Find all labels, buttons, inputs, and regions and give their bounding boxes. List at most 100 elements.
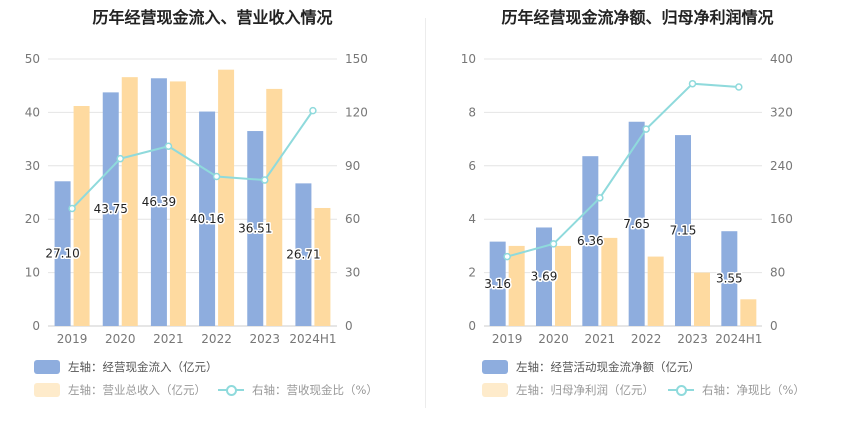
x-tick-label: 2022: [201, 332, 232, 346]
y-left-tick-label: 6: [468, 159, 476, 173]
ratio-point: [596, 194, 604, 202]
primary-bar: [199, 111, 216, 327]
secondary-bar: [169, 81, 186, 326]
bar-data-label: 3.55: [716, 272, 743, 286]
ratio-line: [71, 110, 314, 210]
y-left-tick-label: 0: [32, 319, 40, 333]
y-right-tick-label: 320: [770, 105, 793, 119]
y-left-tick-label: 20: [25, 212, 40, 226]
legend-item[interactable]: 左轴：经营现金流入（亿元）: [34, 359, 218, 375]
x-tick-label: 2021: [153, 332, 184, 346]
ratio-point: [261, 176, 269, 184]
secondary-bar: [508, 245, 525, 326]
secondary-bar: [694, 272, 710, 326]
primary-bar: [721, 231, 738, 326]
y-left-tick-label: 50: [25, 52, 40, 66]
legend-label: 左轴：经营现金流入（亿元）: [68, 360, 218, 374]
legend-item[interactable]: 右轴：净现比（%）: [668, 382, 805, 398]
y-right-tick-label: 120: [345, 105, 368, 119]
y-right-tick-label: 0: [345, 319, 353, 333]
primary-bar: [102, 92, 119, 326]
legend-item[interactable]: 左轴：营业总收入（亿元）: [34, 382, 206, 398]
bar-data-label: 3.69: [531, 270, 558, 284]
y-left-tick-label: 2: [468, 266, 476, 280]
ratio-point: [68, 204, 76, 213]
legend-row: 左轴：营业总收入（亿元） 右轴：营收现金比（%）: [0, 382, 425, 400]
y-right-tick-label: 240: [770, 159, 793, 173]
panel-divider: [425, 18, 426, 408]
primary-bar: [675, 135, 691, 326]
secondary-bar: [266, 88, 283, 327]
legend-label: 右轴：净现比（%）: [702, 383, 805, 397]
legend-label: 右轴：营收现金比（%）: [252, 383, 378, 397]
x-tick-label: 2019: [57, 332, 88, 346]
ratio-line: [506, 82, 739, 258]
bar-data-label: 7.65: [623, 217, 650, 231]
x-tick-label: 2020: [538, 332, 569, 346]
y-left-tick-label: 10: [461, 52, 476, 66]
y-left-tick-label: 30: [25, 159, 40, 173]
primary-bar: [536, 227, 552, 326]
y-left-tick-label: 40: [25, 105, 40, 119]
y-left-tick-label: 0: [468, 319, 476, 333]
y-right-tick-label: 30: [345, 266, 360, 280]
ratio-point: [116, 154, 124, 163]
bar-data-label: 26.71: [286, 248, 320, 262]
legend-row: 左轴：经营活动现金流净额（亿元）: [425, 359, 850, 377]
legend-swatch: [34, 360, 60, 374]
secondary-bar: [314, 207, 331, 326]
secondary-bar: [218, 69, 235, 327]
y-right-tick-label: 150: [345, 52, 368, 66]
y-left-tick-label: 8: [468, 105, 476, 119]
x-tick-label: 2024H1: [715, 332, 762, 346]
legend-label: 左轴：营业总收入（亿元）: [68, 383, 206, 397]
y-right-tick-label: 90: [345, 159, 360, 173]
legend-line-icon: [668, 383, 694, 397]
bar-data-label: 46.39: [142, 195, 176, 209]
ratio-point: [309, 106, 317, 115]
legend-line-icon: [218, 383, 244, 397]
legend-swatch: [482, 383, 508, 397]
left-chart-panel: 历年经营现金流入、营业收入情况 0 10 20 30 40 50 0 30 60 90 120 150…: [0, 8, 425, 400]
ratio-point: [688, 79, 697, 88]
bar-data-label: 40.16: [190, 212, 224, 226]
primary-bar: [295, 183, 312, 326]
y-right-tick-label: 60: [345, 212, 360, 226]
primary-bar: [150, 78, 167, 326]
secondary-bar: [555, 245, 571, 326]
bar-data-label: 27.10: [45, 247, 79, 261]
legend-label: 左轴：经营活动现金流净额（亿元）: [516, 360, 700, 374]
primary-bar: [582, 156, 599, 326]
bar-data-label: 7.15: [670, 224, 697, 238]
bar-data-label: 36.51: [238, 222, 272, 236]
chart-canvas: 0 10 20 30 40 50 0 30 60 90 120 150 2019 2020 2021 2022…: [25, 52, 368, 346]
y-right-tick-label: 400: [770, 52, 793, 66]
x-tick-label: 2024H1: [289, 332, 336, 346]
right-chart-panel: 历年经营现金流净额、归母净利润情况 0 2 4 6 8 10 0 80 160 240 320 400…: [425, 0, 850, 437]
secondary-bar: [121, 77, 138, 326]
legend-item[interactable]: 右轴：营收现金比（%）: [218, 382, 378, 398]
ratio-point: [212, 172, 221, 181]
ratio-point: [503, 252, 511, 261]
primary-bar: [54, 181, 71, 326]
legend-item[interactable]: 左轴：归母净利润（亿元）: [482, 382, 654, 398]
primary-bar: [489, 241, 506, 326]
secondary-bar: [601, 237, 618, 326]
legend-row: 左轴：归母净利润（亿元） 右轴：净现比（%）: [425, 382, 850, 400]
y-right-tick-label: 80: [770, 266, 785, 280]
x-tick-label: 2019: [492, 332, 523, 346]
x-tick-label: 2022: [631, 332, 662, 346]
secondary-bar: [740, 299, 757, 326]
bar-data-label: 6.36: [577, 234, 604, 248]
x-tick-label: 2021: [585, 332, 616, 346]
legend-item[interactable]: 左轴：经营活动现金流净额（亿元）: [482, 359, 700, 375]
legend-row: 左轴：经营现金流入（亿元）: [0, 359, 425, 377]
ratio-point: [642, 125, 650, 133]
bar-data-label: 43.75: [94, 202, 128, 216]
secondary-bar: [73, 105, 90, 326]
x-tick-label: 2020: [105, 332, 136, 346]
y-right-tick-label: 0: [770, 319, 778, 333]
chart-title: 历年经营现金流入、营业收入情况: [92, 8, 333, 27]
bar-data-label: 3.16: [484, 277, 511, 291]
y-left-tick-label: 4: [468, 212, 476, 226]
